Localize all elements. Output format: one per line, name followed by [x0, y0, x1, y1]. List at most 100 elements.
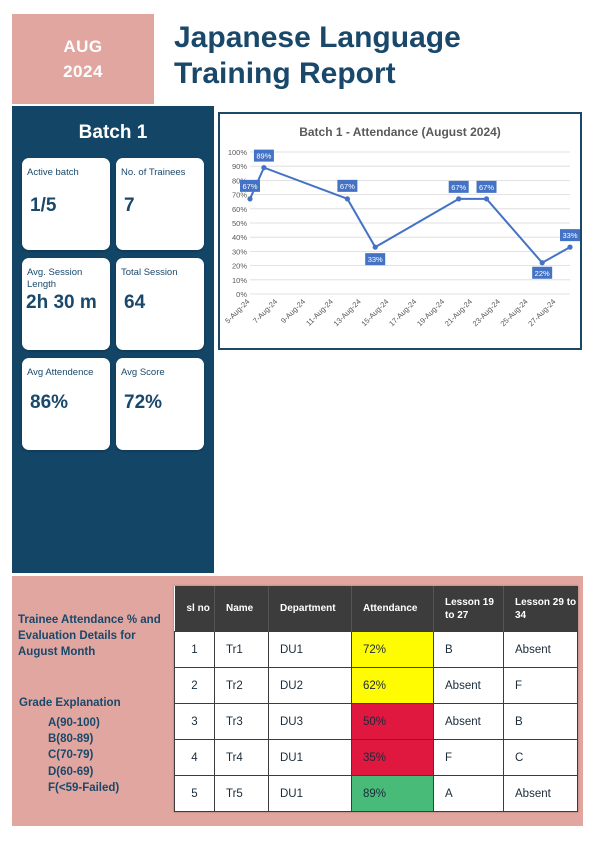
x-tick-label: 25-Aug-24 [499, 297, 530, 328]
data-point [261, 165, 267, 171]
card-label: Avg Attendence [27, 367, 94, 378]
batch-summary-panel: Batch 1 Active batch 1/5 No. of Trainees… [12, 106, 214, 573]
card-value: 7 [124, 195, 135, 216]
data-label-text: 67% [451, 183, 466, 192]
trainee-table: sl no Name Department Attendance Lesson … [174, 586, 578, 812]
x-tick-label: 27-Aug-24 [526, 297, 557, 328]
card-value: 1/5 [30, 195, 57, 216]
cell-lesson-19-27: Absent [433, 667, 504, 704]
grade-explanation-title: Grade Explanation [19, 697, 121, 709]
data-label-box [253, 149, 274, 162]
report-title-line-2: Training Report [174, 57, 396, 90]
cell-sl: 3 [174, 703, 215, 740]
report-year: 2024 [63, 62, 103, 81]
report-title-line-1: Japanese Language [174, 21, 461, 54]
data-label-text: 67% [479, 183, 494, 192]
cell-sl: 5 [174, 775, 215, 812]
y-tick-label: 20% [232, 262, 247, 271]
card-label: Avg. Session Length [27, 267, 83, 290]
series-line [249, 166, 571, 265]
header-attendance: Attendance [351, 586, 434, 632]
data-label-box [337, 179, 358, 192]
y-tick-label: 50% [232, 219, 247, 228]
data-label-text: 89% [256, 152, 271, 161]
y-tick-label: 40% [232, 233, 247, 242]
cell-attendance: 72% [351, 631, 434, 668]
grade-item: A(90-100) [48, 717, 100, 729]
data-label-text: 67% [340, 182, 355, 191]
cell-sl: 2 [174, 667, 215, 704]
data-label-text: 22% [535, 269, 550, 278]
cell-lesson-19-27: A [433, 775, 504, 812]
cell-department: DU3 [268, 703, 352, 740]
data-label: 67% [337, 179, 358, 192]
x-tick-label: 23-Aug-24 [471, 297, 502, 328]
data-point [539, 260, 545, 266]
report-date-box: AUG 2024 [12, 14, 154, 104]
attendance-chart-svg: Batch 1 - Attendance (August 2024) 0% 10%… [223, 125, 580, 328]
cell-lesson-29-34: Absent [503, 775, 578, 812]
cell-lesson-19-27: B [433, 631, 504, 668]
card-label: Avg Score [121, 367, 165, 378]
y-tick-label: 90% [232, 162, 247, 171]
cell-department: DU1 [268, 739, 352, 776]
y-tick-label: 100% [228, 148, 248, 157]
table-row: 1 Tr1 DU1 72% B Absent [174, 631, 578, 668]
data-point [567, 244, 573, 250]
data-point [344, 196, 350, 202]
card-no-of-trainees: No. of Trainees 7 [116, 158, 204, 250]
table-row: 5 Tr5 DU1 89% A Absent [174, 775, 578, 812]
card-label: Total Session [121, 267, 178, 278]
card-active-batch: Active batch 1/5 [22, 158, 110, 250]
grade-item: C(70-79) [48, 749, 94, 762]
data-point [483, 196, 490, 202]
card-value: 64 [124, 292, 146, 313]
cell-lesson-19-27: F [433, 739, 504, 776]
cell-department: DU2 [268, 667, 352, 704]
data-label-box [448, 180, 469, 193]
evaluation-heading: Trainee Attendance % and Evaluation Deta… [18, 614, 161, 658]
grade-item: F(<59-Failed) [48, 781, 120, 794]
cell-attendance: 35% [351, 739, 434, 776]
data-label: 33% [365, 253, 386, 266]
data-point [247, 196, 253, 202]
x-tick-label: 9-Aug-24 [279, 297, 307, 325]
table-row: 2 Tr2 DU2 62% Absent F [174, 667, 578, 704]
card-avg-score: Avg Score 72% [116, 358, 204, 450]
cell-sl: 1 [174, 631, 215, 668]
y-tick-label: 30% [232, 247, 247, 256]
cell-lesson-29-34: Absent [503, 631, 578, 668]
card-total-session: Total Session 64 [116, 258, 204, 350]
table-row: 4 Tr4 DU1 35% F C [174, 739, 578, 776]
header-sl-no: sl no [174, 586, 215, 632]
cell-lesson-29-34: C [503, 739, 578, 776]
x-tick-label: 17-Aug-24 [387, 297, 418, 328]
data-point [372, 244, 378, 250]
grade-list: A(90-100) B(80-89) C(70-79) D(60-69) F(<… [48, 715, 119, 796]
header-department: Department [268, 586, 352, 632]
cell-lesson-29-34: B [503, 703, 578, 740]
y-tick-label: 70% [232, 191, 247, 200]
cell-attendance: 50% [351, 703, 434, 740]
cell-lesson-19-27: Absent [433, 703, 504, 740]
header-name: Name [214, 586, 269, 632]
report-title: Japanese Language Training Report [174, 20, 461, 92]
data-label: 67% [240, 179, 260, 192]
x-tick-label: 7-Aug-24 [251, 297, 279, 325]
cell-name: Tr4 [214, 739, 269, 776]
grade-item: D(60-69) [48, 765, 94, 778]
x-tick-label: 5-Aug-24 [223, 297, 251, 325]
chart-title: Batch 1 - Attendance (August 2024) [299, 125, 501, 139]
chart-series [247, 165, 573, 266]
x-tick-label: 13-Aug-24 [332, 297, 363, 328]
card-value: 86% [30, 392, 69, 413]
table-header-row: sl no Name Department Attendance Lesson … [174, 586, 578, 632]
y-tick-label: 60% [232, 205, 247, 214]
data-label-box [532, 266, 553, 279]
header-lesson-29-34: Lesson 29 to 34 [503, 586, 578, 632]
grade-item: B(80-89) [48, 733, 94, 746]
data-label-box [476, 180, 497, 193]
card-value: 2h 30 m [26, 292, 97, 313]
cell-sl: 4 [174, 739, 215, 776]
cell-attendance: 89% [351, 775, 434, 812]
